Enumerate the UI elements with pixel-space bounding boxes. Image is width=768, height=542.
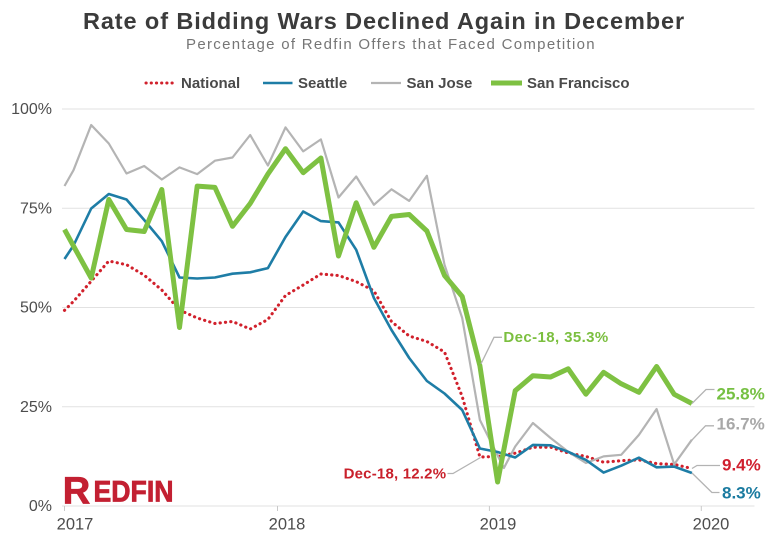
svg-text:25%: 25% [20, 399, 52, 416]
svg-text:2017: 2017 [57, 516, 94, 534]
svg-text:San Francisco: San Francisco [527, 75, 630, 92]
svg-text:R: R [63, 471, 90, 513]
svg-text:16.7%: 16.7% [717, 415, 765, 434]
svg-text:San Jose: San Jose [407, 75, 473, 92]
svg-text:Dec-18, 35.3%: Dec-18, 35.3% [503, 329, 608, 346]
svg-text:9.4%: 9.4% [722, 456, 761, 475]
svg-text:National: National [181, 75, 240, 92]
svg-text:100%: 100% [11, 101, 52, 118]
svg-text:Rate of Bidding Wars Declined: Rate of Bidding Wars Declined Again in D… [83, 8, 685, 34]
svg-text:2018: 2018 [269, 516, 306, 534]
svg-text:0%: 0% [29, 498, 52, 515]
svg-text:75%: 75% [20, 200, 52, 217]
svg-text:2019: 2019 [480, 516, 517, 534]
svg-text:Seattle: Seattle [298, 75, 347, 92]
svg-text:EDFIN: EDFIN [94, 476, 174, 509]
svg-text:Percentage of Redfin Offers th: Percentage of Redfin Offers that Faced C… [186, 36, 596, 53]
svg-text:Dec-18, 12.2%: Dec-18, 12.2% [344, 466, 447, 483]
svg-text:8.3%: 8.3% [722, 484, 761, 503]
svg-text:25.8%: 25.8% [717, 385, 765, 404]
svg-text:2020: 2020 [693, 516, 730, 534]
svg-text:50%: 50% [20, 300, 52, 317]
